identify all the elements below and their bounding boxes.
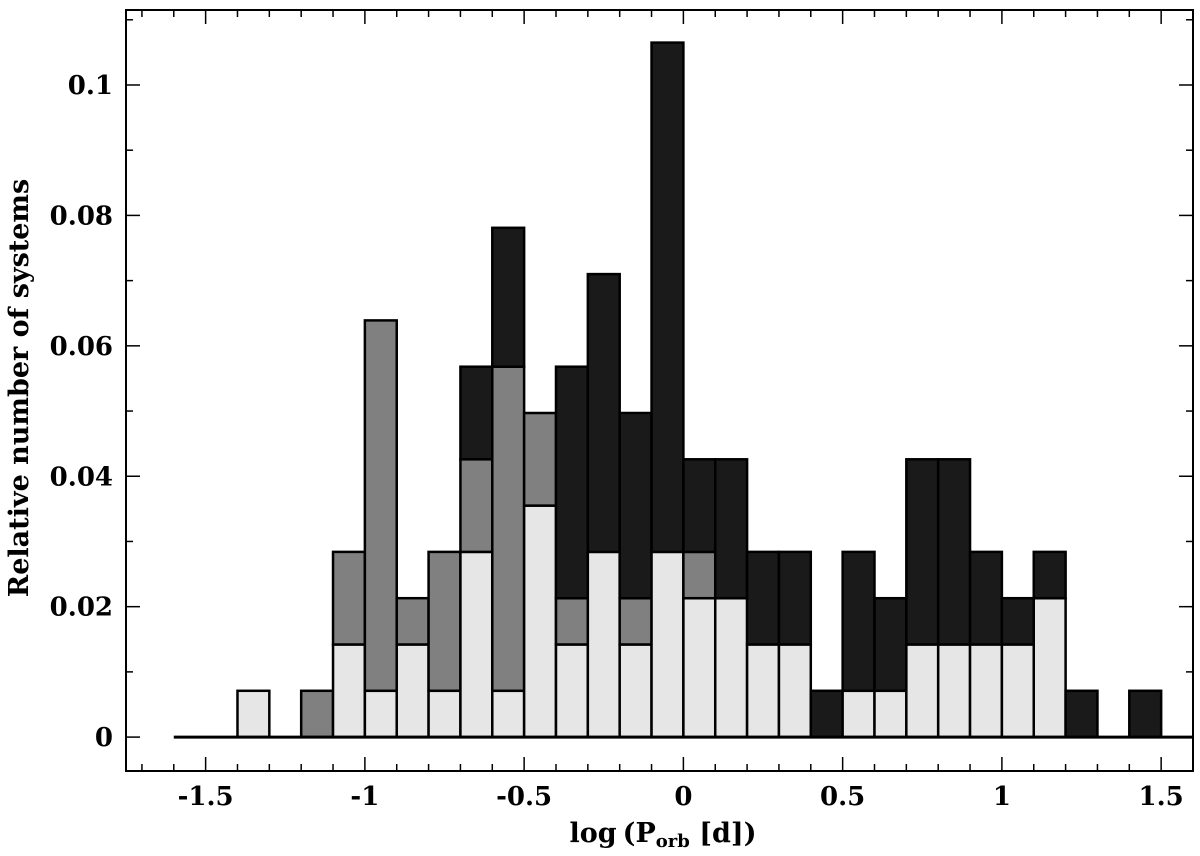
bar-s0-bin-15 (650, 550, 685, 739)
bar-s2-bin-27 (1032, 550, 1067, 600)
bar-s2-bin-9 (459, 365, 494, 461)
bar-s2-bin-21 (841, 550, 876, 693)
bar-s2-bin-30 (1128, 689, 1163, 739)
bar-s2-bin-22 (873, 596, 908, 693)
bar-s0-bin-19 (777, 643, 813, 739)
x-tick-label: -1.5 (178, 782, 234, 812)
x-tick-label: 1.5 (1139, 782, 1184, 812)
x-tick-label: 1 (993, 782, 1011, 812)
y-tick-labels: 0 0.02 0.04 0.06 0.08 0.1 (50, 71, 113, 753)
bar-s0-bin-7 (395, 643, 430, 739)
bar-s2-bin-13 (586, 272, 621, 554)
bar-s2-bin-19 (777, 550, 813, 646)
bar-s2-bin-25 (968, 550, 1004, 646)
bar-s1-bin-6 (363, 319, 398, 693)
bar-s0-bin-16 (682, 596, 717, 739)
x-tick-label: 0.5 (820, 782, 865, 812)
bar-s2-bin-12 (554, 365, 590, 600)
bar-s2-bin-24 (936, 458, 972, 646)
axis-ticks (126, 10, 1194, 771)
bar-s1-bin-16 (682, 550, 717, 600)
x-tick-label: -0.5 (496, 782, 552, 812)
bar-s0-bin-9 (459, 550, 494, 739)
bars-layer (236, 41, 1163, 739)
bar-s1-bin-14 (618, 596, 653, 646)
x-tick-label: 0 (674, 782, 692, 812)
bar-s0-bin-6 (363, 689, 398, 739)
bar-s0-bin-27 (1032, 596, 1067, 739)
bar-s0-bin-24 (936, 643, 972, 739)
bar-s1-bin-10 (491, 365, 526, 693)
bar-s2-bin-26 (1000, 596, 1036, 646)
bar-s2-bin-28 (1064, 689, 1099, 739)
y-tick-label: 0 (95, 723, 113, 753)
bar-s0-bin-21 (841, 689, 876, 739)
bar-s2-bin-20 (809, 689, 844, 739)
bar-s1-bin-5 (331, 550, 367, 646)
y-tick-label: 0.02 (50, 593, 113, 623)
y-axis-label: Relative number of systems (4, 179, 35, 597)
bar-s1-bin-11 (522, 411, 558, 507)
bar-s0-bin-12 (554, 643, 590, 739)
bar-s0-bin-26 (1000, 643, 1036, 739)
bar-s2-bin-14 (618, 411, 653, 600)
bar-s0-bin-14 (618, 643, 653, 739)
plot-frame (125, 9, 1194, 772)
bar-s0-bin-13 (586, 550, 621, 739)
bar-s0-bin-2 (236, 689, 271, 739)
bar-s0-bin-23 (905, 643, 940, 739)
x-tick-label: -1 (350, 782, 379, 812)
bar-s1-bin-12 (554, 596, 590, 646)
bar-s1-bin-8 (427, 550, 462, 693)
bar-s2-bin-23 (905, 458, 940, 646)
bar-s2-bin-10 (491, 226, 526, 368)
y-tick-label: 0.04 (50, 462, 113, 492)
bar-s1-bin-4 (299, 689, 335, 739)
bar-s1-bin-7 (395, 596, 430, 646)
bar-s2-bin-16 (682, 458, 717, 554)
bar-s2-bin-18 (745, 550, 781, 646)
bar-s0-bin-18 (745, 643, 781, 739)
bar-s0-bin-11 (522, 504, 558, 739)
x-axis-label: log (Porb [d]) (570, 818, 757, 852)
bar-s2-bin-17 (713, 458, 749, 600)
bar-s0-bin-25 (968, 643, 1004, 739)
y-tick-label: 0.1 (68, 71, 113, 101)
bar-s0-bin-8 (427, 689, 462, 739)
bar-s0-bin-10 (491, 689, 526, 739)
y-tick-label: 0.08 (50, 201, 113, 231)
y-tick-label: 0.06 (50, 332, 113, 362)
bar-s0-bin-5 (331, 643, 367, 739)
bar-s1-bin-9 (459, 458, 494, 554)
x-tick-labels: -1.5 -1 -0.5 0 0.5 1 1.5 (178, 782, 1184, 812)
bar-s0-bin-17 (713, 596, 749, 739)
bar-s2-bin-15 (650, 41, 685, 554)
bar-s0-bin-22 (873, 689, 908, 739)
